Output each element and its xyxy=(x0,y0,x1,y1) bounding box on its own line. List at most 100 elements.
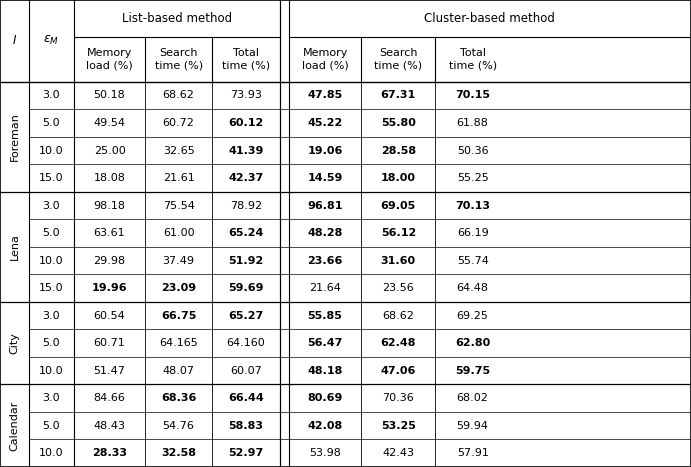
Text: 64.48: 64.48 xyxy=(457,283,489,293)
Text: 21.61: 21.61 xyxy=(163,173,194,183)
Text: 65.24: 65.24 xyxy=(228,228,264,238)
Text: $\epsilon_M$: $\epsilon_M$ xyxy=(44,34,59,48)
Text: 3.0: 3.0 xyxy=(43,393,60,403)
Text: 10.0: 10.0 xyxy=(39,255,64,266)
Text: 84.66: 84.66 xyxy=(93,393,126,403)
Text: 70.36: 70.36 xyxy=(383,393,414,403)
Text: 64.165: 64.165 xyxy=(159,338,198,348)
Text: 63.61: 63.61 xyxy=(94,228,125,238)
Text: 47.85: 47.85 xyxy=(307,91,343,100)
Text: 42.37: 42.37 xyxy=(228,173,264,183)
Text: List-based method: List-based method xyxy=(122,12,232,25)
Text: 3.0: 3.0 xyxy=(43,311,60,321)
Text: 96.81: 96.81 xyxy=(307,200,343,211)
Text: 66.44: 66.44 xyxy=(228,393,264,403)
Text: 23.66: 23.66 xyxy=(307,255,343,266)
Text: 68.62: 68.62 xyxy=(162,91,195,100)
Text: 60.07: 60.07 xyxy=(230,366,262,375)
Text: 51.92: 51.92 xyxy=(228,255,264,266)
Text: 55.80: 55.80 xyxy=(381,118,416,128)
Text: 5.0: 5.0 xyxy=(43,338,60,348)
Text: 68.62: 68.62 xyxy=(382,311,415,321)
Text: 19.06: 19.06 xyxy=(307,146,343,156)
Text: 15.0: 15.0 xyxy=(39,173,64,183)
Text: 53.25: 53.25 xyxy=(381,421,416,431)
Text: Total
time (%): Total time (%) xyxy=(222,49,270,70)
Text: Calendar: Calendar xyxy=(10,401,19,451)
Text: 28.58: 28.58 xyxy=(381,146,416,156)
Text: Cluster-based method: Cluster-based method xyxy=(424,12,556,25)
Text: 47.06: 47.06 xyxy=(381,366,416,375)
Text: 23.56: 23.56 xyxy=(383,283,414,293)
Text: 60.54: 60.54 xyxy=(94,311,125,321)
Text: 31.60: 31.60 xyxy=(381,255,416,266)
Text: 62.80: 62.80 xyxy=(455,338,491,348)
Text: 70.13: 70.13 xyxy=(455,200,490,211)
Text: 3.0: 3.0 xyxy=(43,200,60,211)
Text: 60.12: 60.12 xyxy=(228,118,264,128)
Text: 48.28: 48.28 xyxy=(307,228,343,238)
Text: 18.00: 18.00 xyxy=(381,173,416,183)
Text: I: I xyxy=(12,35,17,47)
Text: 48.07: 48.07 xyxy=(162,366,195,375)
Text: 48.18: 48.18 xyxy=(307,366,343,375)
Text: 32.65: 32.65 xyxy=(163,146,194,156)
Text: 14.59: 14.59 xyxy=(307,173,343,183)
Text: 56.47: 56.47 xyxy=(307,338,343,348)
Text: 66.75: 66.75 xyxy=(161,311,196,321)
Text: 64.160: 64.160 xyxy=(227,338,265,348)
Text: 59.75: 59.75 xyxy=(455,366,490,375)
Text: 58.83: 58.83 xyxy=(229,421,263,431)
Text: Memory
load (%): Memory load (%) xyxy=(302,49,348,70)
Text: 5.0: 5.0 xyxy=(43,118,60,128)
Text: 42.43: 42.43 xyxy=(382,448,415,458)
Text: 55.74: 55.74 xyxy=(457,255,489,266)
Text: Lena: Lena xyxy=(10,234,19,260)
Text: 45.22: 45.22 xyxy=(307,118,343,128)
Text: City: City xyxy=(10,332,19,354)
Text: 62.48: 62.48 xyxy=(381,338,416,348)
Text: 3.0: 3.0 xyxy=(43,91,60,100)
Text: Search
time (%): Search time (%) xyxy=(155,49,202,70)
Text: 19.96: 19.96 xyxy=(92,283,127,293)
Text: 23.09: 23.09 xyxy=(161,283,196,293)
Text: 61.00: 61.00 xyxy=(163,228,194,238)
Text: 67.31: 67.31 xyxy=(381,91,416,100)
Text: Total
time (%): Total time (%) xyxy=(448,49,497,70)
Text: 53.98: 53.98 xyxy=(309,448,341,458)
Text: 78.92: 78.92 xyxy=(230,200,262,211)
Text: 56.12: 56.12 xyxy=(381,228,416,238)
Text: 49.54: 49.54 xyxy=(93,118,126,128)
Text: 68.36: 68.36 xyxy=(161,393,196,403)
Text: 52.97: 52.97 xyxy=(228,448,264,458)
Text: 66.19: 66.19 xyxy=(457,228,489,238)
Text: 37.49: 37.49 xyxy=(162,255,195,266)
Text: 41.39: 41.39 xyxy=(228,146,264,156)
Text: 75.54: 75.54 xyxy=(162,200,195,211)
Text: 50.18: 50.18 xyxy=(94,91,125,100)
Text: 15.0: 15.0 xyxy=(39,283,64,293)
Text: 5.0: 5.0 xyxy=(43,228,60,238)
Text: 10.0: 10.0 xyxy=(39,448,64,458)
Text: 69.05: 69.05 xyxy=(381,200,416,211)
Text: 18.08: 18.08 xyxy=(93,173,126,183)
Text: Memory
load (%): Memory load (%) xyxy=(86,49,133,70)
Text: 69.25: 69.25 xyxy=(457,311,489,321)
Text: 29.98: 29.98 xyxy=(93,255,126,266)
Text: 21.64: 21.64 xyxy=(309,283,341,293)
Text: Foreman: Foreman xyxy=(10,113,19,161)
Text: 59.69: 59.69 xyxy=(228,283,264,293)
Text: 57.91: 57.91 xyxy=(457,448,489,458)
Text: 59.94: 59.94 xyxy=(457,421,489,431)
Text: 48.43: 48.43 xyxy=(93,421,126,431)
Text: 70.15: 70.15 xyxy=(455,91,490,100)
Text: 54.76: 54.76 xyxy=(162,421,195,431)
Text: 42.08: 42.08 xyxy=(307,421,343,431)
Text: 65.27: 65.27 xyxy=(228,311,264,321)
Text: Search
time (%): Search time (%) xyxy=(375,49,422,70)
Text: 51.47: 51.47 xyxy=(93,366,126,375)
Text: 10.0: 10.0 xyxy=(39,366,64,375)
Text: 25.00: 25.00 xyxy=(94,146,125,156)
Text: 80.69: 80.69 xyxy=(307,393,343,403)
Text: 60.71: 60.71 xyxy=(94,338,125,348)
